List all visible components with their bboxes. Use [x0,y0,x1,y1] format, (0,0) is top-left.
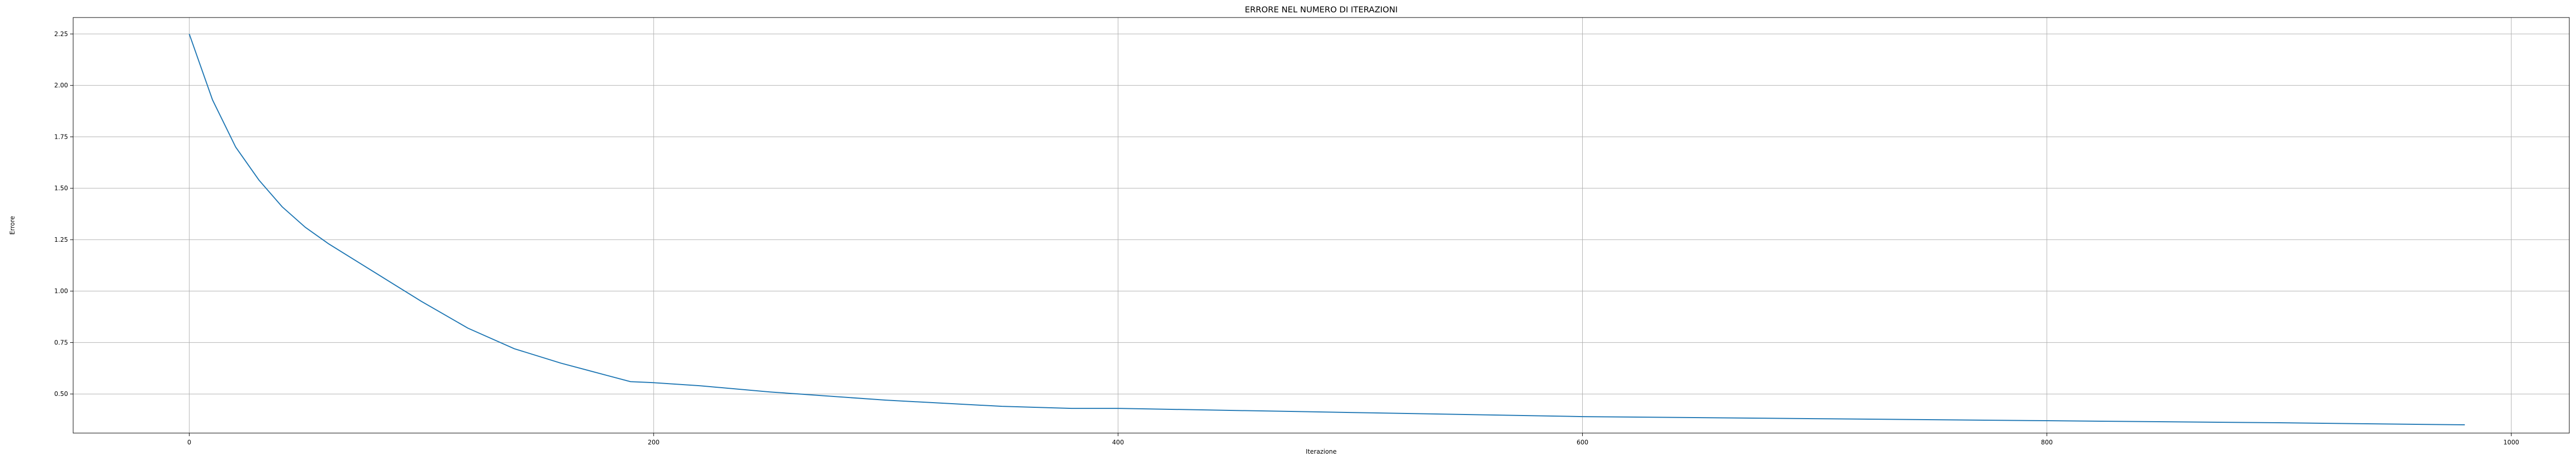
x-tick-label-400: 400 [1112,439,1124,446]
y-tick-label-1.75: 1.75 [54,133,68,140]
y-axis-label: Errore [9,216,16,235]
tick-layer: 0 200 400 600 800 1000 0.50 0.75 1.00 1.25 1.50 1.7… [54,30,2519,446]
y-tick-label-1.50: 1.50 [54,185,68,192]
y-tick-label-0.50: 0.50 [54,390,68,397]
y-tick-label-1.25: 1.25 [54,236,68,243]
x-tick-label-800: 800 [2041,439,2053,446]
y-tick-label-0.75: 0.75 [54,339,68,346]
x-tick-label-200: 200 [648,439,659,446]
grid-layer [73,18,2569,433]
series-line-0 [189,34,2465,426]
x-tick-label-1000: 1000 [2503,439,2519,446]
y-tick-label-1.00: 1.00 [54,288,68,295]
y-tick-label-2.00: 2.00 [54,82,68,89]
x-tick-label-0: 0 [188,439,192,446]
chart-title: ERRORE NEL NUMERO DI ITERAZIONI [1245,5,1398,14]
x-axis-label: Iterazione [1306,448,1337,455]
y-tick-label-2.25: 2.25 [54,30,68,38]
plot-frame [73,17,2570,434]
x-tick-label-600: 600 [1577,439,1588,446]
series-layer [189,34,2465,426]
